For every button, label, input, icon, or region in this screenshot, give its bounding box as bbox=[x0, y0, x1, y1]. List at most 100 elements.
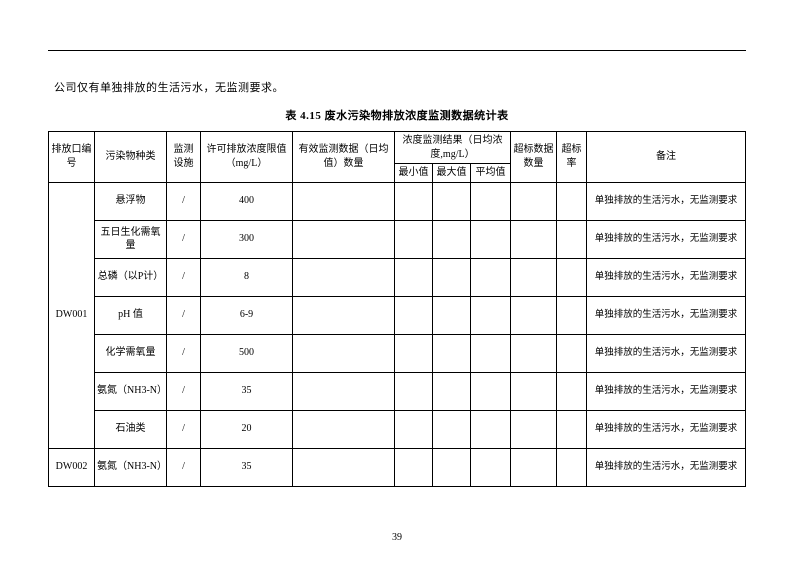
cell-limit: 500 bbox=[201, 334, 293, 372]
cell-remark: 单独排放的生活污水，无监测要求 bbox=[587, 410, 746, 448]
cell-limit: 8 bbox=[201, 258, 293, 296]
table-row: 总磷（以P计）/8 单独排放的生活污水，无监测要求 bbox=[49, 258, 746, 296]
th-remark: 备注 bbox=[587, 132, 746, 183]
cell-valid bbox=[293, 334, 395, 372]
page-number: 39 bbox=[0, 532, 794, 543]
cell-min bbox=[395, 258, 433, 296]
cell-limit: 35 bbox=[201, 448, 293, 486]
cell-facility: / bbox=[167, 334, 201, 372]
cell-remark: 单独排放的生活污水，无监测要求 bbox=[587, 258, 746, 296]
table-row: pH 值/6-9 单独排放的生活污水，无监测要求 bbox=[49, 296, 746, 334]
cell-facility: / bbox=[167, 372, 201, 410]
cell-valid bbox=[293, 410, 395, 448]
table-row: DW002氨氮（NH3-N）/35 单独排放的生活污水，无监测要求 bbox=[49, 448, 746, 486]
cell-exceed-rate bbox=[557, 334, 587, 372]
cell-avg bbox=[471, 220, 511, 258]
table-body: DW001悬浮物/400单独排放的生活污水，无监测要求五日生化需氧量/300单独… bbox=[49, 182, 746, 486]
cell-remark: 单独排放的生活污水，无监测要求 bbox=[587, 372, 746, 410]
cell-exceed-count bbox=[511, 372, 557, 410]
cell-valid bbox=[293, 220, 395, 258]
th-avg: 平均值 bbox=[471, 164, 511, 183]
cell-pollutant: 悬浮物 bbox=[95, 182, 167, 220]
cell-pollutant: pH 值 bbox=[95, 296, 167, 334]
table-row: 五日生化需氧量/300单独排放的生活污水，无监测要求 bbox=[49, 220, 746, 258]
th-valid: 有效监测数据（日均值）数量 bbox=[293, 132, 395, 183]
th-result-group: 浓度监测结果（日均浓度,mg/L） bbox=[395, 132, 511, 164]
document-page: 公司仅有单独排放的生活污水，无监测要求。 表 4.15 废水污染物排放浓度监测数… bbox=[0, 0, 794, 487]
cell-min bbox=[395, 296, 433, 334]
cell-facility: / bbox=[167, 410, 201, 448]
cell-facility: / bbox=[167, 220, 201, 258]
th-outlet: 排放口编号 bbox=[49, 132, 95, 183]
cell-limit: 400 bbox=[201, 182, 293, 220]
cell-outlet: DW001 bbox=[49, 182, 95, 448]
cell-min bbox=[395, 448, 433, 486]
table-caption: 表 4.15 废水污染物排放浓度监测数据统计表 bbox=[48, 107, 746, 123]
cell-pollutant: 化学需氧量 bbox=[95, 334, 167, 372]
cell-facility: / bbox=[167, 296, 201, 334]
table-row: 化学需氧量/500单独排放的生活污水，无监测要求 bbox=[49, 334, 746, 372]
cell-facility: / bbox=[167, 258, 201, 296]
th-pollutant: 污染物种类 bbox=[95, 132, 167, 183]
cell-exceed-count bbox=[511, 220, 557, 258]
table-row: DW001悬浮物/400单独排放的生活污水，无监测要求 bbox=[49, 182, 746, 220]
cell-limit: 6-9 bbox=[201, 296, 293, 334]
cell-avg bbox=[471, 258, 511, 296]
th-facility: 监测设施 bbox=[167, 132, 201, 183]
header-rule bbox=[48, 50, 746, 51]
cell-valid bbox=[293, 258, 395, 296]
cell-exceed-rate bbox=[557, 220, 587, 258]
table-row: 石油类/20单独排放的生活污水，无监测要求 bbox=[49, 410, 746, 448]
cell-pollutant: 氨氮（NH3-N） bbox=[95, 448, 167, 486]
cell-valid bbox=[293, 182, 395, 220]
cell-max bbox=[433, 296, 471, 334]
cell-max bbox=[433, 410, 471, 448]
cell-exceed-rate bbox=[557, 410, 587, 448]
cell-min bbox=[395, 220, 433, 258]
cell-avg bbox=[471, 448, 511, 486]
cell-facility: / bbox=[167, 182, 201, 220]
cell-exceed-count bbox=[511, 334, 557, 372]
cell-min bbox=[395, 334, 433, 372]
cell-valid bbox=[293, 372, 395, 410]
cell-max bbox=[433, 372, 471, 410]
cell-remark: 单独排放的生活污水，无监测要求 bbox=[587, 296, 746, 334]
cell-limit: 35 bbox=[201, 372, 293, 410]
cell-avg bbox=[471, 182, 511, 220]
cell-exceed-count bbox=[511, 410, 557, 448]
th-max: 最大值 bbox=[433, 164, 471, 183]
cell-valid bbox=[293, 296, 395, 334]
wastewater-table: 排放口编号 污染物种类 监测设施 许可排放浓度限值（mg/L） 有效监测数据（日… bbox=[48, 131, 746, 487]
cell-avg bbox=[471, 372, 511, 410]
cell-valid bbox=[293, 448, 395, 486]
cell-avg bbox=[471, 334, 511, 372]
cell-limit: 20 bbox=[201, 410, 293, 448]
cell-exceed-count bbox=[511, 448, 557, 486]
cell-facility: / bbox=[167, 448, 201, 486]
th-exceed-count: 超标数据数量 bbox=[511, 132, 557, 183]
intro-text: 公司仅有单独排放的生活污水，无监测要求。 bbox=[54, 79, 746, 95]
cell-min bbox=[395, 410, 433, 448]
cell-remark: 单独排放的生活污水，无监测要求 bbox=[587, 448, 746, 486]
cell-max bbox=[433, 182, 471, 220]
cell-exceed-count bbox=[511, 182, 557, 220]
cell-exceed-rate bbox=[557, 372, 587, 410]
cell-exceed-rate bbox=[557, 182, 587, 220]
cell-avg bbox=[471, 296, 511, 334]
cell-pollutant: 氨氮（NH3-N） bbox=[95, 372, 167, 410]
cell-exceed-count bbox=[511, 258, 557, 296]
cell-avg bbox=[471, 410, 511, 448]
cell-remark: 单独排放的生活污水，无监测要求 bbox=[587, 220, 746, 258]
cell-pollutant: 五日生化需氧量 bbox=[95, 220, 167, 258]
cell-exceed-rate bbox=[557, 296, 587, 334]
cell-min bbox=[395, 182, 433, 220]
cell-max bbox=[433, 258, 471, 296]
cell-exceed-count bbox=[511, 296, 557, 334]
th-limit: 许可排放浓度限值（mg/L） bbox=[201, 132, 293, 183]
cell-outlet: DW002 bbox=[49, 448, 95, 486]
cell-exceed-rate bbox=[557, 258, 587, 296]
th-exceed-rate: 超标率 bbox=[557, 132, 587, 183]
cell-pollutant: 总磷（以P计） bbox=[95, 258, 167, 296]
cell-remark: 单独排放的生活污水，无监测要求 bbox=[587, 182, 746, 220]
cell-max bbox=[433, 334, 471, 372]
